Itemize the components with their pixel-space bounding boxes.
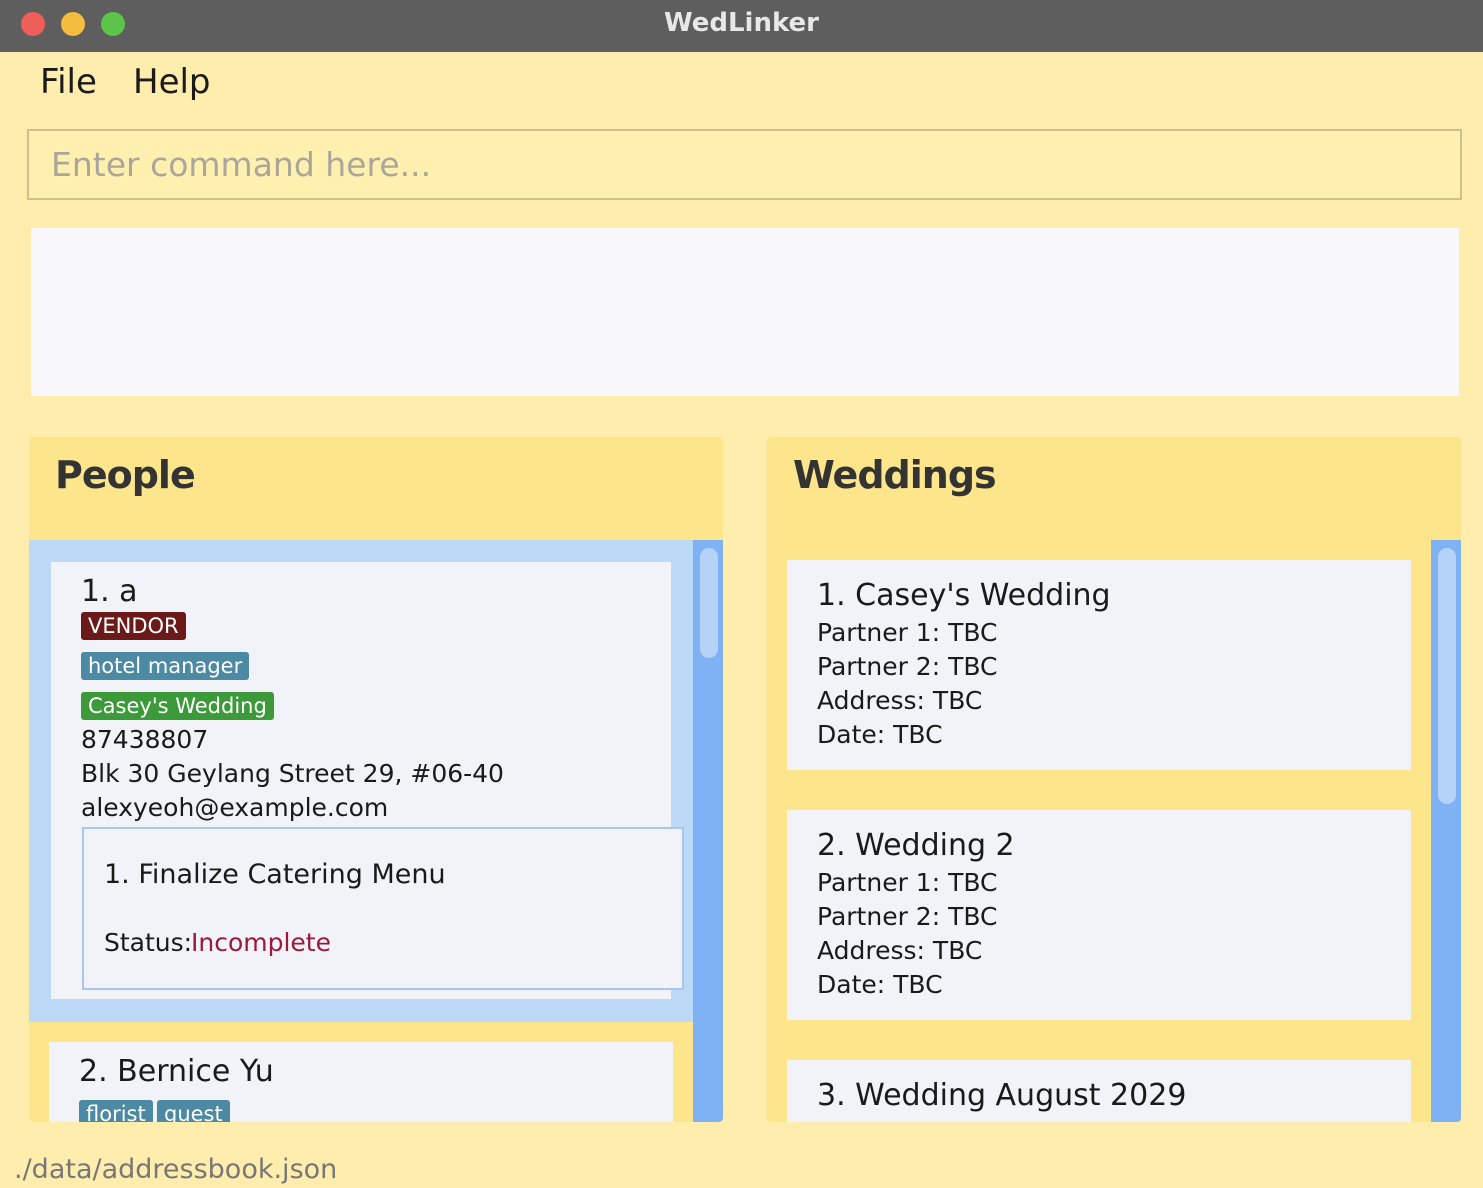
person-name: 2. Bernice Yu bbox=[79, 1054, 274, 1089]
people-list: 1. a VENDOR hotel manager Casey's Weddin… bbox=[29, 540, 723, 1122]
title-bar: WedLinker bbox=[0, 0, 1483, 52]
wedding-field: Address: TBC bbox=[817, 936, 983, 965]
wedding-card[interactable]: 3. Wedding August 2029 bbox=[787, 1060, 1411, 1122]
scroll-thumb[interactable] bbox=[700, 548, 718, 658]
tag: hotel manager bbox=[81, 652, 250, 680]
people-panel: People 1. a VENDOR hotel manager Casey's… bbox=[29, 437, 723, 1122]
scroll-thumb[interactable] bbox=[1438, 548, 1456, 804]
wedding-name: 2. Wedding 2 bbox=[817, 828, 1015, 863]
zoom-button[interactable] bbox=[101, 12, 125, 36]
result-display bbox=[31, 228, 1459, 396]
status-bar: ./data/addressbook.json bbox=[14, 1154, 338, 1185]
wedding-field: Partner 2: TBC bbox=[817, 902, 998, 931]
scrollbar[interactable] bbox=[693, 540, 723, 1122]
task-title: 1. Finalize Catering Menu bbox=[104, 859, 446, 890]
task-status: Incomplete bbox=[191, 928, 331, 957]
tag: Casey's Wedding bbox=[81, 692, 274, 720]
close-button[interactable] bbox=[21, 12, 45, 36]
tag: guest bbox=[157, 1100, 230, 1122]
task-card: 1. Finalize Catering Menu Status: Incomp… bbox=[82, 827, 684, 990]
wedding-field: Partner 1: TBC bbox=[817, 868, 998, 897]
wedding-field: Partner 2: TBC bbox=[817, 652, 998, 681]
wedding-name: 1. Casey's Wedding bbox=[817, 578, 1111, 613]
phone: 87438807 bbox=[81, 725, 209, 754]
weddings-list: 1. Casey's Wedding Partner 1: TBC Partne… bbox=[767, 540, 1461, 1122]
wedding-field: Date: TBC bbox=[817, 970, 943, 999]
panel-title: People bbox=[55, 453, 196, 497]
minimize-button[interactable] bbox=[61, 12, 85, 36]
panel-title: Weddings bbox=[793, 453, 997, 497]
wedding-field: Partner 1: TBC bbox=[817, 618, 998, 647]
tag: florist bbox=[79, 1100, 153, 1122]
wedding-name: 3. Wedding August 2029 bbox=[817, 1078, 1187, 1113]
menu-item[interactable]: Help bbox=[133, 62, 211, 102]
weddings-panel: Weddings 1. Casey's Wedding Partner 1: T… bbox=[767, 437, 1461, 1122]
address: Blk 30 Geylang Street 29, #06-40 bbox=[81, 759, 504, 788]
wedding-card[interactable]: 2. Wedding 2 Partner 1: TBC Partner 2: T… bbox=[787, 810, 1411, 1020]
email: alexyeoh@example.com bbox=[81, 793, 389, 822]
wedding-field: Date: TBC bbox=[817, 720, 943, 749]
menu-item[interactable]: File bbox=[40, 62, 97, 102]
wedding-card[interactable]: 1. Casey's Wedding Partner 1: TBC Partne… bbox=[787, 560, 1411, 770]
task-status-label: Status: bbox=[104, 928, 193, 957]
wedding-field: Address: TBC bbox=[817, 686, 983, 715]
tag: VENDOR bbox=[81, 612, 186, 640]
scrollbar[interactable] bbox=[1431, 540, 1461, 1122]
person-card[interactable]: 2. Bernice Yu florist guest bbox=[49, 1042, 673, 1122]
command-input[interactable]: Enter command here... bbox=[27, 129, 1462, 200]
window-title: WedLinker bbox=[663, 8, 820, 38]
person-name: 1. a bbox=[81, 574, 138, 609]
